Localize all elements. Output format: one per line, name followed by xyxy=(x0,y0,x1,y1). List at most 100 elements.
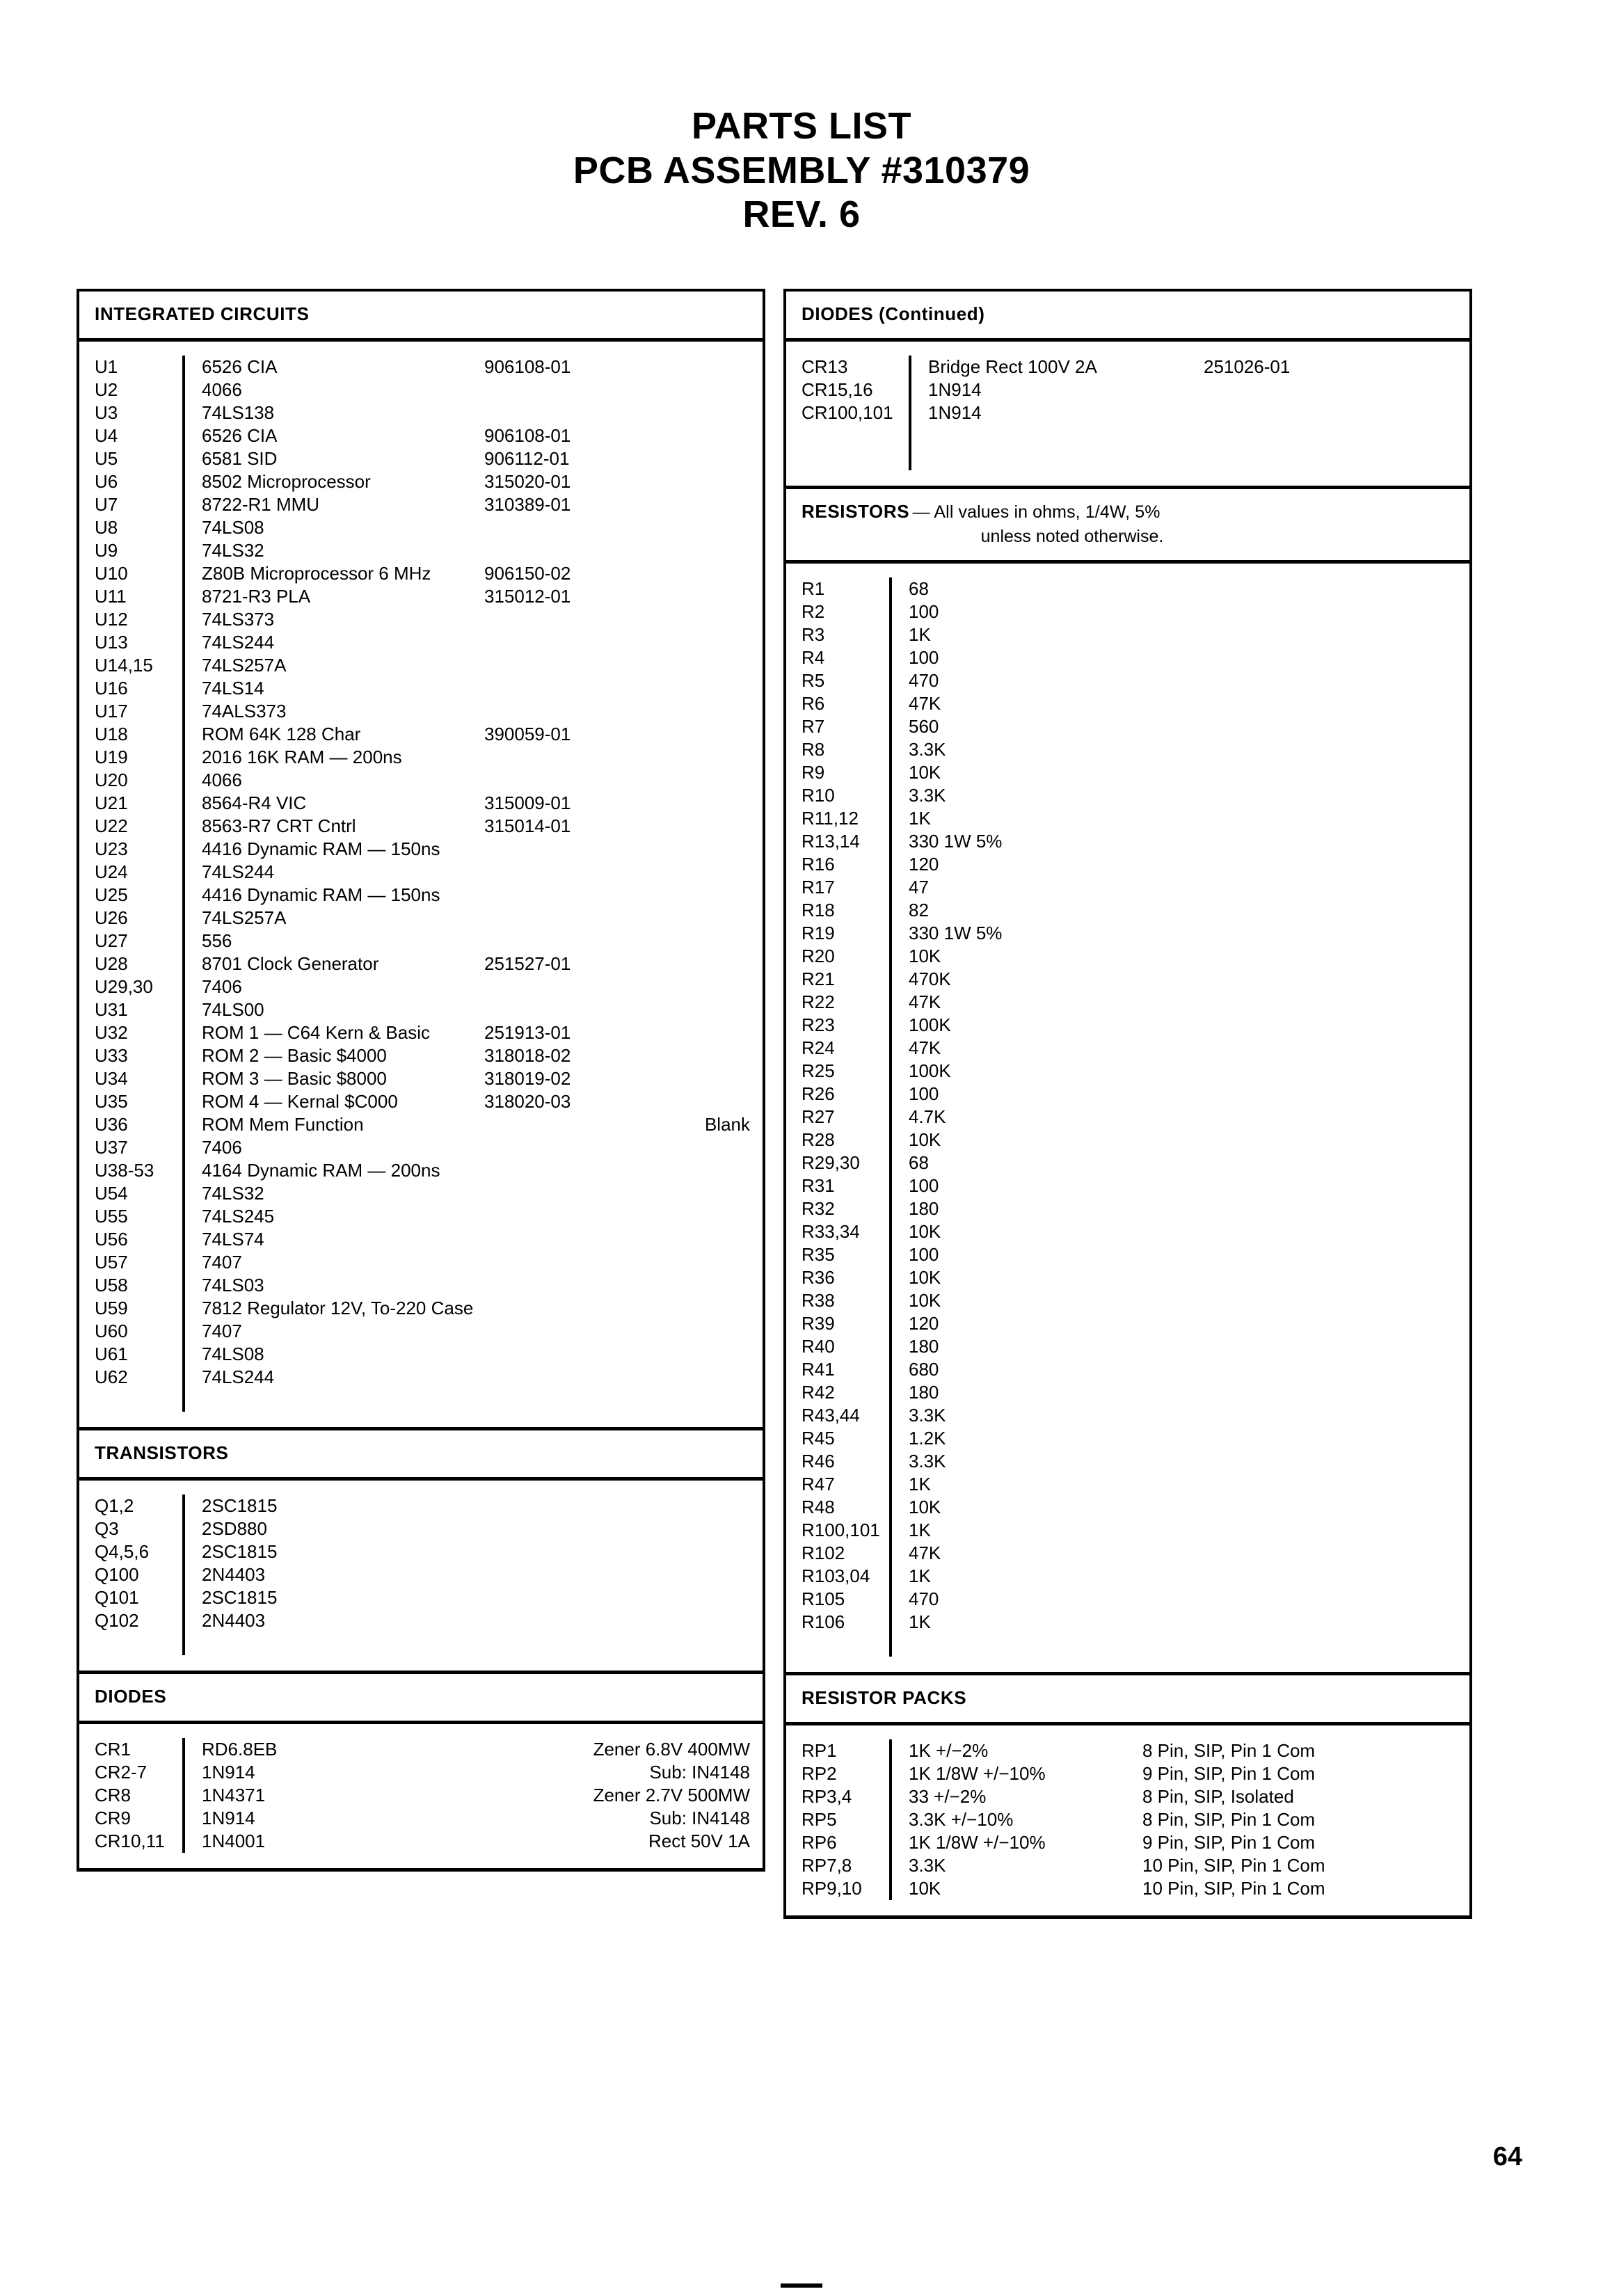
row-designator: R4 xyxy=(786,646,892,670)
row-part-number: 390059-01 xyxy=(484,724,571,745)
row-designator: U28 xyxy=(79,952,185,976)
section-header-band: RESISTORS — All values in ohms, 1/4W, 5%… xyxy=(786,489,1469,564)
row-designator: U31 xyxy=(79,998,185,1022)
row-designator: Q101 xyxy=(79,1586,185,1610)
table-row: U9 74LS32 xyxy=(79,539,763,563)
table-row: R8 3.3K xyxy=(786,738,1469,762)
row-part-number xyxy=(484,1297,763,1320)
row-description: 74LS03 xyxy=(202,1275,264,1296)
row-description: 2SD880 xyxy=(202,1518,267,1540)
row-value: 47K xyxy=(909,693,941,715)
row-designator: R43,44 xyxy=(786,1404,892,1428)
row-designator: R26 xyxy=(786,1083,892,1106)
row-designator: R17 xyxy=(786,876,892,900)
row-part-number: 318018-02 xyxy=(484,1045,571,1067)
row-value: 1K xyxy=(909,808,931,829)
table-row: U20 4066 xyxy=(79,769,763,792)
row-designator: U35 xyxy=(79,1090,185,1114)
row-part-number xyxy=(484,907,763,930)
row-value: 68 xyxy=(909,578,929,600)
spacer-cell xyxy=(1204,447,1469,470)
row-designator: R48 xyxy=(786,1496,892,1520)
row-designator: CR1 xyxy=(79,1738,185,1762)
row-designator: R36 xyxy=(786,1266,892,1290)
row-value: 10K xyxy=(909,762,941,783)
row-designator: U14,15 xyxy=(79,654,185,678)
table-row-spacer xyxy=(786,424,1469,448)
page-number: 64 xyxy=(1492,2142,1522,2171)
table-row: U3 74LS138 xyxy=(79,401,763,425)
row-designator: U6 xyxy=(79,470,185,494)
row-designator: R27 xyxy=(786,1106,892,1129)
row-value: 1K xyxy=(909,1565,931,1587)
table-row: CR8 1N4371 Zener 2.7V 500MW xyxy=(79,1784,763,1808)
row-designator: R31 xyxy=(786,1174,892,1198)
table-row: R106 1K xyxy=(786,1611,1469,1634)
row-description: 8564-R4 VIC xyxy=(202,792,307,814)
row-description: 1N914 xyxy=(202,1808,255,1829)
row-part-number: 906150-02 xyxy=(484,563,571,584)
row-value: 100 xyxy=(909,1244,939,1266)
spacer-cell xyxy=(786,447,911,471)
row-designator: R22 xyxy=(786,991,892,1014)
table-row: U55 74LS245 xyxy=(79,1205,763,1229)
row-value: 100 xyxy=(909,1083,939,1105)
row-designator: U38-53 xyxy=(79,1159,185,1183)
row-designator: U17 xyxy=(79,700,185,724)
row-description: 7812 Regulator 12V, To-220 Case xyxy=(202,1298,474,1319)
row-part-number xyxy=(484,516,763,539)
row-designator: U8 xyxy=(79,516,185,540)
table-row: R9 10K xyxy=(786,761,1469,785)
row-designator: R3 xyxy=(786,623,892,647)
row-description: RD6.8EB xyxy=(202,1739,278,1760)
table-row: U18 ROM 64K 128 Char 390059-01 xyxy=(79,723,763,747)
section-title-integrated-circuits: INTEGRATED CIRCUITS xyxy=(95,303,310,325)
table-row-spacer xyxy=(79,1632,763,1656)
table-row: R2 100 xyxy=(786,600,1469,624)
row-description: 1N914 xyxy=(202,1762,255,1783)
row-description: 74LS14 xyxy=(202,678,264,699)
table-row: U60 7407 xyxy=(79,1320,763,1344)
row-designator: R24 xyxy=(786,1037,892,1060)
row-part-number: 318019-02 xyxy=(484,1068,571,1090)
table-row: R3 1K xyxy=(786,623,1469,647)
row-designator: U56 xyxy=(79,1228,185,1252)
section-title-diodes-continued: DIODES (Continued) xyxy=(802,303,985,325)
row-designator: U55 xyxy=(79,1205,185,1229)
resistors-note-line-1: — All values in ohms, 1/4W, 5% xyxy=(912,502,1161,523)
row-description: 74LS32 xyxy=(202,540,264,561)
section-header-band: DIODES (Continued) xyxy=(786,292,1469,342)
row-part-number: 315012-01 xyxy=(484,586,571,607)
table-row: U27 556 xyxy=(79,930,763,953)
row-value: 330 1W 5% xyxy=(909,831,1003,852)
row-package-note: 9 Pin, SIP, Pin 1 Com xyxy=(1142,1763,1316,1785)
row-value: 47K xyxy=(909,991,941,1013)
row-value: 1.2K xyxy=(909,1428,946,1449)
table-row: U25 4416 Dynamic RAM — 150ns xyxy=(79,884,763,907)
row-designator: R19 xyxy=(786,922,892,946)
table-row: Q101 2SC1815 xyxy=(79,1586,763,1610)
table-row: R31 100 xyxy=(786,1174,1469,1198)
row-designator: U61 xyxy=(79,1343,185,1366)
row-designator: U18 xyxy=(79,723,185,747)
table-row: U17 74ALS373 xyxy=(79,700,763,724)
row-description: 2SC1815 xyxy=(202,1495,278,1517)
row-part-number: 906112-01 xyxy=(484,448,570,470)
row-designator: U11 xyxy=(79,585,185,609)
row-description: 74LS32 xyxy=(202,1183,264,1204)
table-row: U61 74LS08 xyxy=(79,1343,763,1366)
row-part-number xyxy=(484,677,763,700)
row-value: 47K xyxy=(909,1037,941,1059)
row-value: 100 xyxy=(909,1175,939,1197)
row-designator: CR8 xyxy=(79,1784,185,1808)
row-description: 7406 xyxy=(202,976,242,998)
row-description: ROM 4 — Kernal $C000 xyxy=(202,1091,398,1113)
row-designator: U34 xyxy=(79,1067,185,1091)
table-row: R22 47K xyxy=(786,991,1469,1014)
row-package-note: 8 Pin, SIP, Pin 1 Com xyxy=(1142,1809,1316,1831)
row-designator: R5 xyxy=(786,669,892,693)
row-value: 3.3K xyxy=(909,1855,946,1876)
row-value: 1K xyxy=(909,1474,931,1495)
row-designator: U33 xyxy=(79,1044,185,1068)
row-part-number: 318020-03 xyxy=(484,1091,571,1113)
